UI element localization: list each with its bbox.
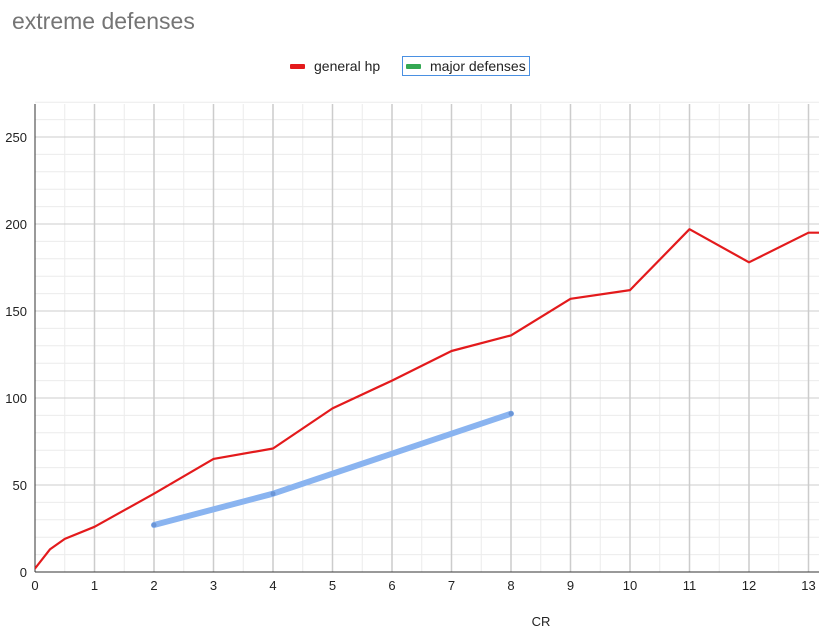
x-tick-label: 4 <box>269 578 276 593</box>
legend-swatch-general-hp <box>290 63 305 69</box>
y-tick-label: 150 <box>5 304 27 319</box>
y-tick-label: 100 <box>5 391 27 406</box>
legend-label-general-hp: general hp <box>314 58 381 74</box>
chart-title: extreme defenses <box>12 8 195 34</box>
x-tick-label: 0 <box>31 578 38 593</box>
legend: general hp major defenses <box>0 56 819 78</box>
x-tick-label: 6 <box>388 578 395 593</box>
data-point-major-defenses <box>508 411 514 417</box>
x-tick-label: 7 <box>448 578 455 593</box>
y-tick-label: 0 <box>20 565 27 580</box>
x-tick-label: 8 <box>507 578 514 593</box>
y-tick-label: 250 <box>5 130 27 145</box>
x-tick-label: 5 <box>329 578 336 593</box>
series-line-general-hp <box>35 228 819 570</box>
legend-item-major-defenses[interactable]: major defenses <box>402 56 530 76</box>
x-tick-label: 9 <box>567 578 574 593</box>
legend-swatch-major-defenses <box>406 63 421 69</box>
x-axis-label: CR <box>532 614 551 626</box>
x-tick-label: 2 <box>150 578 157 593</box>
x-tick-label: 12 <box>742 578 756 593</box>
x-tick-label: 11 <box>683 578 697 593</box>
x-tick-label: 3 <box>210 578 217 593</box>
data-point-major-defenses <box>270 491 276 497</box>
y-tick-label: 200 <box>5 217 27 232</box>
x-tick-label: 13 <box>801 578 815 593</box>
x-tick-label: 1 <box>91 578 98 593</box>
y-tick-label: 50 <box>13 478 27 493</box>
data-point-major-defenses <box>151 522 157 528</box>
legend-item-general-hp[interactable]: general hp <box>290 56 380 76</box>
x-tick-label: 10 <box>623 578 637 593</box>
legend-label-major-defenses: major defenses <box>430 58 526 74</box>
